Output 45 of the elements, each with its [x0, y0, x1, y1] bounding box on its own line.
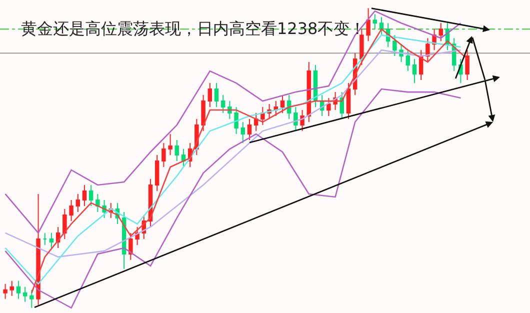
candlestick — [162, 142, 166, 168]
candlestick — [88, 184, 94, 206]
candlestick — [3, 283, 8, 300]
candlestick — [201, 94, 206, 132]
candlestick — [154, 154, 160, 192]
candlestick — [69, 199, 74, 222]
candlestick — [346, 82, 351, 120]
candlestick — [181, 148, 186, 168]
candlestick — [406, 50, 410, 72]
candlestick — [214, 82, 219, 108]
candlestick — [379, 16, 384, 36]
candlestick — [286, 94, 292, 120]
candlestick — [294, 106, 298, 132]
candlestick — [220, 94, 226, 114]
candlestick — [360, 28, 364, 66]
candlestick — [260, 106, 265, 126]
candlestick — [174, 140, 179, 162]
candlestick — [300, 110, 304, 132]
candlestick — [30, 289, 34, 308]
candlestick — [326, 98, 331, 117]
candlestick — [49, 232, 54, 248]
candlestick — [168, 134, 172, 156]
candlestick — [412, 58, 417, 84]
candlestick — [42, 232, 47, 246]
candlestick — [465, 50, 470, 81]
candlestick — [10, 280, 14, 296]
candlestick — [208, 82, 212, 108]
candlestick — [76, 193, 80, 212]
candlestick — [247, 118, 252, 141]
candlestick — [392, 34, 397, 57]
candlestick — [426, 38, 430, 63]
candlestick — [128, 232, 133, 260]
candlestick — [372, 14, 378, 30]
candlestick — [254, 112, 258, 132]
candlestick — [438, 22, 444, 42]
candlestick — [22, 286, 28, 302]
candlestick — [366, 8, 370, 42]
candlestick — [16, 280, 21, 300]
candlestick — [96, 193, 100, 212]
candlestick — [234, 106, 238, 135]
candlestick — [228, 100, 232, 120]
candlestick — [82, 184, 87, 206]
candlestick — [280, 94, 285, 114]
candlestick — [240, 122, 246, 144]
candlestick — [62, 208, 67, 240]
